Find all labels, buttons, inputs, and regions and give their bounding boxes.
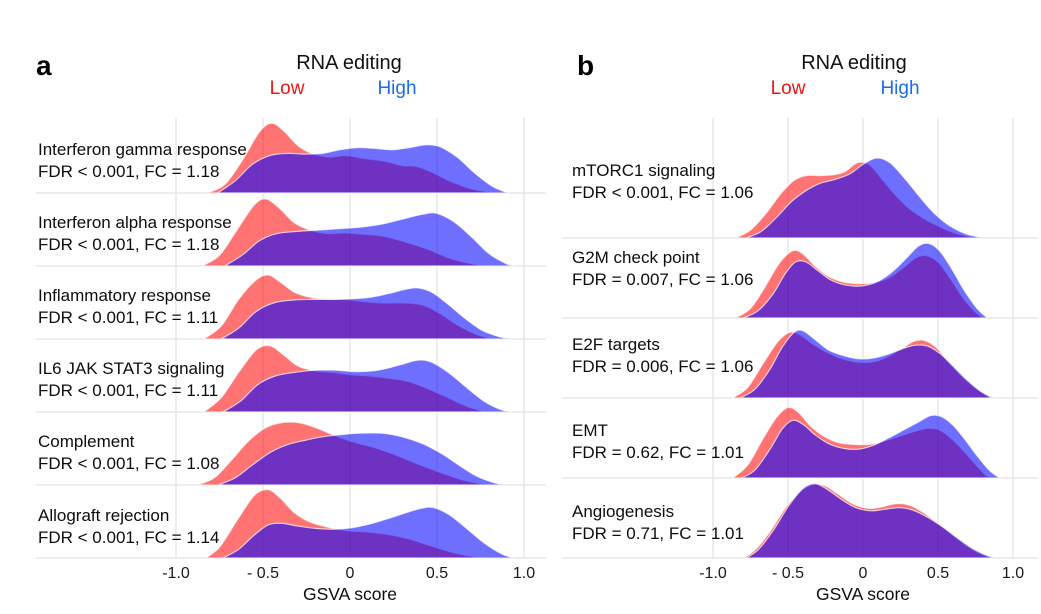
x-tick-label: 1.0 — [512, 565, 536, 582]
x-tick-label: -1.0 — [699, 565, 727, 582]
pathway-name: EMT — [572, 421, 608, 440]
row-label-a4: IL6 JAK STAT3 signaling FDR < 0.001, FC =… — [38, 358, 224, 402]
density-high-a4 — [222, 359, 513, 413]
legend-high-label-a: High — [377, 78, 417, 99]
pathway-name: Inflammatory response — [38, 286, 211, 305]
legend-low-label-b: Low — [770, 78, 806, 99]
legend-low-label-a: Low — [269, 78, 305, 99]
density-high-b2 — [742, 242, 989, 319]
density-high-a3 — [220, 287, 513, 340]
x-tick-label: - 0.5 — [771, 565, 805, 582]
pathway-stats: FDR = 0.006, FC = 1.06 — [572, 357, 754, 376]
legend-title-b: RNA editing — [801, 52, 907, 74]
pathway-stats: FDR < 0.001, FC = 1.18 — [38, 235, 220, 254]
x-tick-label: 1.0 — [1001, 565, 1025, 582]
row-label-b1: mTORC1 signaling FDR < 0.001, FC = 1.06 — [572, 160, 753, 204]
x-tick-label: 0 — [858, 565, 868, 582]
pathway-name: mTORC1 signaling — [572, 161, 716, 180]
x-axis-title-a: GSVA score — [302, 584, 398, 604]
density-high-b3 — [739, 329, 993, 399]
pathway-stats: FDR < 0.001, FC = 1.11 — [38, 308, 219, 327]
row-label-a1: Interferon gamma response FDR < 0.001, FC… — [38, 139, 247, 183]
density-high-a2 — [224, 212, 516, 267]
pathway-name: IL6 JAK STAT3 signaling — [38, 359, 225, 378]
pathway-stats: FDR < 0.001, FC = 1.06 — [572, 183, 754, 202]
legend-title-a: RNA editing — [296, 52, 402, 74]
x-tick-label: -1.0 — [162, 565, 190, 582]
pathway-name: Interferon gamma response — [38, 140, 247, 159]
density-high-b1 — [745, 157, 986, 239]
x-tick-label: - 0.5 — [246, 565, 280, 582]
pathway-name: Complement — [38, 432, 135, 451]
pathway-name: G2M check point — [572, 248, 700, 267]
row-label-a2: Interferon alpha response FDR < 0.001, FC… — [38, 212, 232, 256]
pathway-stats: FDR < 0.001, FC = 1.18 — [38, 162, 220, 181]
row-label-b2: G2M check point FDR = 0.007, FC = 1.06 — [572, 247, 753, 291]
row-label-b5: Angiogenesis FDR = 0.71, FC = 1.01 — [572, 501, 744, 545]
x-tick-label: 0.5 — [926, 565, 950, 582]
pathway-name: Interferon alpha response — [38, 213, 232, 232]
pathway-stats: FDR < 0.001, FC = 1.11 — [38, 381, 219, 400]
panel-b-letter: b — [577, 50, 595, 81]
pathway-name: Angiogenesis — [572, 502, 675, 521]
pathway-name: Allograft rejection — [38, 506, 170, 525]
row-label-b3: E2F targets FDR = 0.006, FC = 1.06 — [572, 334, 753, 378]
pathway-stats: FDR = 0.007, FC = 1.06 — [572, 270, 754, 289]
density-high-b5 — [745, 482, 998, 559]
pathway-stats: FDR = 0.71, FC = 1.01 — [572, 524, 744, 543]
density-high-b4 — [740, 414, 1001, 479]
legend-high-label-b: High — [880, 78, 920, 99]
density-high-a6 — [222, 506, 515, 559]
row-label-b4: EMT FDR = 0.62, FC = 1.01 — [572, 420, 744, 464]
x-tick-label: 0.5 — [425, 565, 449, 582]
density-high-a1 — [217, 144, 509, 194]
pathway-stats: FDR < 0.001, FC = 1.14 — [38, 528, 220, 547]
pathway-name: E2F targets — [572, 335, 660, 354]
pathway-stats: FDR = 0.62, FC = 1.01 — [572, 443, 744, 462]
density-high-a5 — [217, 432, 506, 486]
row-label-a6: Allograft rejection FDR < 0.001, FC = 1.1… — [38, 505, 219, 549]
row-label-a3: Inflammatory response FDR < 0.001, FC = 1… — [38, 285, 218, 329]
panel-a-letter: a — [36, 50, 52, 81]
row-label-a5: Complement FDR < 0.001, FC = 1.08 — [38, 431, 219, 475]
x-tick-label: 0 — [345, 565, 355, 582]
x-axis-title-b: GSVA score — [815, 584, 911, 604]
pathway-stats: FDR < 0.001, FC = 1.08 — [38, 454, 220, 473]
